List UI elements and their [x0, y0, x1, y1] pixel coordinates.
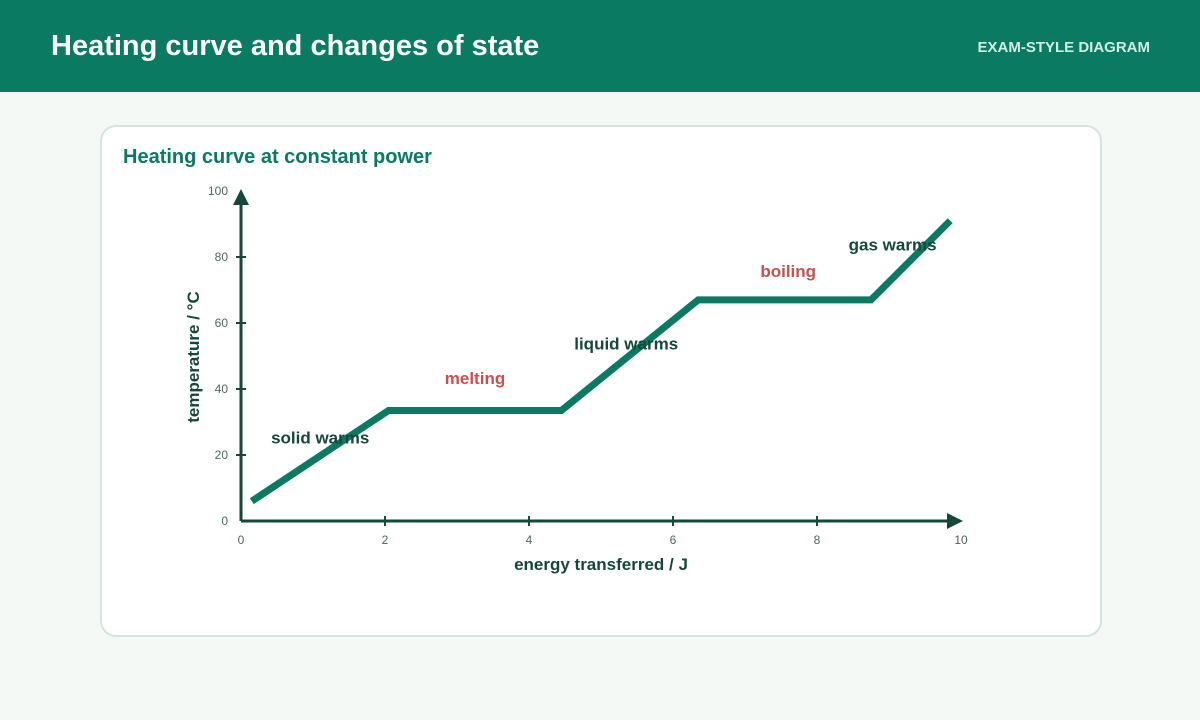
- heating-curve-line: [249, 218, 953, 505]
- curve-annotation: melting: [445, 369, 505, 388]
- y-axis-arrow: [233, 189, 249, 205]
- y-tick-label: 40: [215, 382, 229, 396]
- x-tick-label: 0: [238, 533, 245, 547]
- curve-annotation: solid warms: [271, 428, 369, 447]
- chart-title: Heating curve at constant power: [123, 146, 432, 168]
- x-tick-label: 8: [814, 533, 821, 547]
- page-title: Heating curve and changes of state: [51, 30, 540, 62]
- y-axis-label: temperature / °C: [184, 291, 203, 423]
- chart-card: Heating curve at constant power 0 2 4 6 8 10 0…: [100, 125, 1102, 637]
- header-bar: Heating curve and changes of state EXAM-…: [0, 0, 1200, 92]
- y-tick-label: 100: [208, 184, 228, 198]
- curve-annotation: boiling: [760, 262, 816, 281]
- y-tick-label: 80: [215, 250, 229, 264]
- diagram-tag: EXAM-STYLE DIAGRAM: [977, 39, 1151, 56]
- x-axis-label: energy transferred / J: [514, 555, 688, 574]
- curve-annotation: liquid warms: [574, 334, 678, 353]
- x-tick-label: 10: [954, 533, 968, 547]
- x-tick-label: 4: [526, 533, 533, 547]
- y-tick-label: 20: [215, 448, 229, 462]
- x-axis-arrow: [947, 513, 963, 529]
- x-tick-label: 6: [670, 533, 677, 547]
- curve-annotation: gas warms: [849, 235, 937, 254]
- y-tick-label: 60: [215, 316, 229, 330]
- x-tick-label: 2: [382, 533, 389, 547]
- y-tick-label: 0: [221, 514, 228, 528]
